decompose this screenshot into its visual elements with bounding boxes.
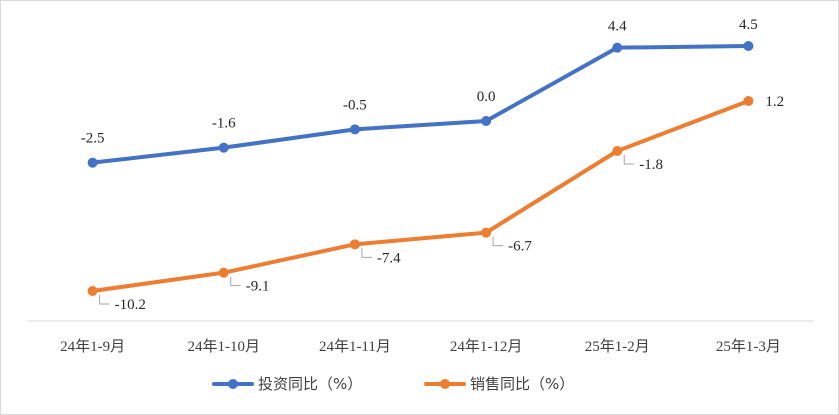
legend-label-0: 投资同比（%） [258,375,362,393]
data-label-1-2: -7.4 [377,250,401,266]
data-label-1-1: -9.1 [246,279,270,295]
series-line-0 [90,44,751,165]
x-tick-label-4: 25年1-2月 [585,338,650,355]
data-point-1-2 [349,239,360,250]
data-label-0-1: -1.6 [212,116,236,132]
data-label-1-4: -1.8 [639,157,663,173]
x-tick-label-5: 25年1-3月 [716,338,781,355]
leader-line-1-2 [361,248,372,258]
data-point-1-5 [743,96,754,106]
legend-swatch-marker-1 [440,379,450,389]
legend-item-0: 投资同比（%） [212,375,362,393]
data-point-0-1 [218,142,229,153]
data-label-1-5: 1.2 [765,94,784,110]
legend: 投资同比（%） 销售同比（%） [212,375,574,393]
leader-line-1-1 [230,276,241,287]
x-tick-label-2: 24年1-11月 [319,338,391,355]
data-label-layer: -2.5 -1.6 -0.5 0.0 4.4 4.5 -10.2 -9.1 -7.4 -6.7 -1… [81,17,784,313]
series-line-1 [90,99,751,293]
data-point-0-5 [743,41,754,51]
data-point-1-3 [481,227,492,238]
series-layer [87,41,754,296]
legend-item-1: 销售同比（%） [424,375,574,393]
leader-line-1-0 [99,295,110,305]
data-label-0-2: -0.5 [343,97,367,113]
data-label-0-3: 0.0 [477,89,496,105]
data-label-1-0: -10.2 [115,297,146,313]
data-point-0-3 [481,116,492,126]
x-tick-layer: 24年1-9月 24年1-10月 24年1-11月 24年1-12月 25年1-2月 25… [60,338,781,355]
legend-swatch-marker-0 [228,379,238,389]
data-point-1-0 [87,286,98,296]
x-tick-label-0: 24年1-9月 [60,338,125,355]
data-label-0-0: -2.5 [81,131,105,147]
leader-line-1-4 [623,155,635,165]
leader-line-1-3 [492,236,504,247]
data-point-0-0 [87,157,98,168]
data-point-1-1 [218,267,229,278]
data-label-0-5: 4.5 [739,17,758,33]
x-tick-label-3: 24年1-12月 [450,338,523,355]
data-label-0-4: 4.4 [608,19,627,35]
x-tick-label-1: 24年1-10月 [188,338,261,355]
data-point-1-4 [612,146,623,156]
data-label-1-3: -6.7 [508,239,532,255]
data-point-0-2 [349,124,360,135]
data-point-0-4 [612,42,623,53]
legend-label-1: 销售同比（%） [470,375,574,393]
